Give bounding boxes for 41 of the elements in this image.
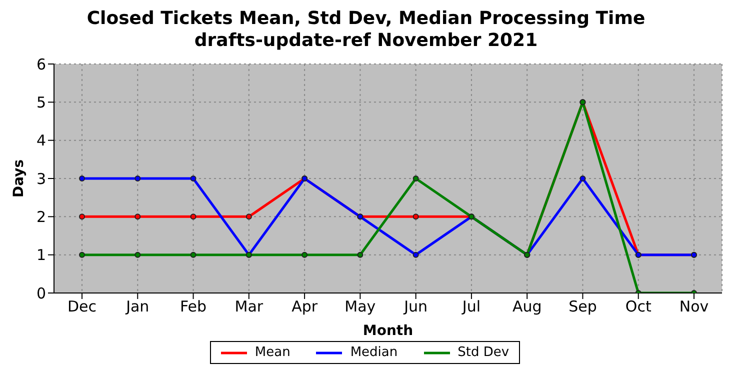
legend-label: Median [349, 345, 398, 360]
legend-label: Std Dev [456, 345, 510, 360]
point [357, 252, 364, 258]
y-tick-label: 5 [36, 93, 46, 112]
point [79, 176, 85, 182]
y-tick-label: 3 [36, 170, 46, 188]
x-tick-label: May [344, 298, 376, 316]
y-tick-label: 1 [36, 246, 46, 264]
point [412, 176, 419, 182]
x-tick-label: Sep [568, 298, 597, 316]
legend-label: Mean [254, 345, 290, 360]
x-tick-label: Feb [180, 298, 207, 316]
x-tick-label: Jul [461, 298, 481, 316]
point [134, 214, 141, 220]
chart-title: Closed Tickets Mean, Std Dev, Median Processing Time drafts-update-ref November 2021 [86, 8, 646, 52]
point [190, 214, 196, 220]
y-axis-title: Days [10, 159, 27, 198]
y-tick-label: 6 [36, 55, 46, 74]
x-tick-label: Aug [512, 298, 542, 316]
x-tick-label: Dec [67, 298, 97, 316]
y-tick-label: 4 [36, 132, 46, 150]
point [134, 252, 141, 258]
y-tick-label: 0 [36, 284, 46, 302]
point [412, 214, 419, 220]
point [580, 176, 586, 182]
y-tick-label: 2 [36, 208, 46, 226]
x-axis-title: Month [362, 323, 414, 339]
point [412, 252, 419, 258]
x-tick-label: Oct [625, 298, 652, 316]
point [79, 214, 85, 220]
x-tick-label: Mar [234, 298, 264, 316]
point [134, 176, 141, 182]
point [302, 252, 308, 258]
point [190, 176, 196, 182]
point [190, 252, 196, 258]
point [246, 214, 252, 220]
x-tick-label: Nov [679, 298, 709, 316]
x-tick-label: Jun [403, 298, 428, 316]
point [79, 252, 85, 258]
x-tick-label: Jan [125, 298, 150, 316]
x-tick-label: Apr [292, 298, 318, 316]
